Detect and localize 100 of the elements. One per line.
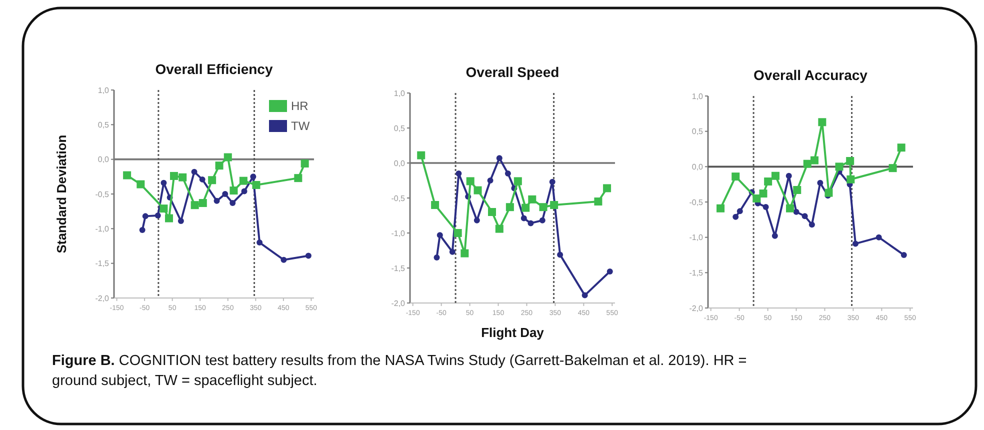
y-tick-label: 0,0 xyxy=(98,155,110,164)
point xyxy=(846,157,854,166)
point xyxy=(539,217,546,224)
point xyxy=(487,178,494,184)
point xyxy=(520,215,527,222)
point xyxy=(802,213,808,220)
point xyxy=(495,224,504,233)
point xyxy=(603,184,612,192)
y-tick-label: 0,5 xyxy=(394,124,406,133)
point xyxy=(752,194,761,202)
point xyxy=(900,252,907,258)
point xyxy=(817,180,824,186)
point xyxy=(239,176,248,185)
point xyxy=(191,168,198,175)
point xyxy=(504,170,511,176)
point xyxy=(808,222,815,228)
point xyxy=(178,173,187,182)
point xyxy=(803,160,812,168)
chart-title: Overall Efficiency xyxy=(155,61,273,77)
point xyxy=(594,198,602,206)
y-tick-label: -1,5 xyxy=(689,268,704,278)
point xyxy=(215,162,224,170)
point xyxy=(460,249,469,258)
point xyxy=(539,203,548,212)
chart-title: Overall Speed xyxy=(466,64,560,80)
point xyxy=(764,178,772,186)
point xyxy=(716,204,725,212)
point xyxy=(208,176,216,184)
point xyxy=(550,201,558,209)
legend-label: TW xyxy=(291,119,310,134)
point xyxy=(305,252,312,259)
point xyxy=(528,220,534,226)
point xyxy=(835,162,844,171)
point xyxy=(431,201,440,209)
point xyxy=(224,153,232,162)
point xyxy=(852,240,858,247)
point xyxy=(199,176,206,182)
point xyxy=(170,172,178,180)
point xyxy=(123,171,132,180)
point xyxy=(846,175,855,184)
point xyxy=(417,151,426,160)
point xyxy=(466,177,474,186)
point xyxy=(230,186,238,195)
point xyxy=(230,200,236,206)
point xyxy=(436,232,443,238)
point xyxy=(165,214,173,222)
legend-label: HR xyxy=(291,99,309,114)
point xyxy=(793,186,802,194)
point xyxy=(136,180,145,188)
point xyxy=(786,204,794,212)
point xyxy=(496,155,502,162)
point xyxy=(256,240,263,246)
x-axis-title: Flight Day xyxy=(481,325,545,340)
point xyxy=(198,199,207,208)
point xyxy=(606,268,613,274)
y-tick-label: -2,0 xyxy=(391,298,406,308)
text: Figure B. COGNITION test battery results from the NASA Twins Study (Garrett-Bakelman et al. 2019). HR = ground subject, TW = spaceflight subject. xyxy=(52,353,747,389)
point xyxy=(252,180,260,189)
point xyxy=(250,174,256,180)
y-tick-label: -1,0 xyxy=(95,224,110,234)
point xyxy=(142,213,148,220)
y-tick-label: 0,0 xyxy=(394,158,406,168)
point xyxy=(449,248,456,255)
y-tick-label: 0,5 xyxy=(98,120,110,130)
y-tick-label: 1,0 xyxy=(692,92,704,101)
point xyxy=(888,164,897,172)
y-axis-title: Standard Deviation xyxy=(54,134,69,254)
point xyxy=(582,292,588,298)
point xyxy=(300,159,309,168)
point xyxy=(456,170,462,176)
point xyxy=(772,232,778,239)
point xyxy=(294,174,302,182)
point xyxy=(241,188,248,194)
point xyxy=(222,191,228,197)
point xyxy=(214,198,220,204)
point xyxy=(514,177,522,186)
point xyxy=(549,178,556,185)
point xyxy=(506,203,514,212)
y-tick-label: -0,5 xyxy=(689,198,704,207)
y-tick-label: 0,0 xyxy=(692,162,704,172)
y-tick-label: 0,5 xyxy=(692,127,704,136)
point xyxy=(897,144,906,152)
y-tick-label: -1,0 xyxy=(391,228,406,238)
y-tick-label: 1,0 xyxy=(394,88,406,98)
chart-title: Overall Accuracy xyxy=(754,67,868,83)
point xyxy=(454,229,462,237)
point xyxy=(528,195,536,204)
point xyxy=(818,118,826,126)
point xyxy=(557,252,564,258)
point xyxy=(139,227,146,234)
point xyxy=(786,172,792,179)
point xyxy=(736,208,743,214)
point xyxy=(474,186,482,194)
y-tick-label: -0,5 xyxy=(391,194,406,203)
y-tick-label: -1,5 xyxy=(95,259,110,268)
point xyxy=(488,208,496,216)
point xyxy=(154,212,161,218)
y-tick-label: -2,0 xyxy=(95,294,110,303)
point xyxy=(160,180,167,186)
point xyxy=(732,214,739,220)
